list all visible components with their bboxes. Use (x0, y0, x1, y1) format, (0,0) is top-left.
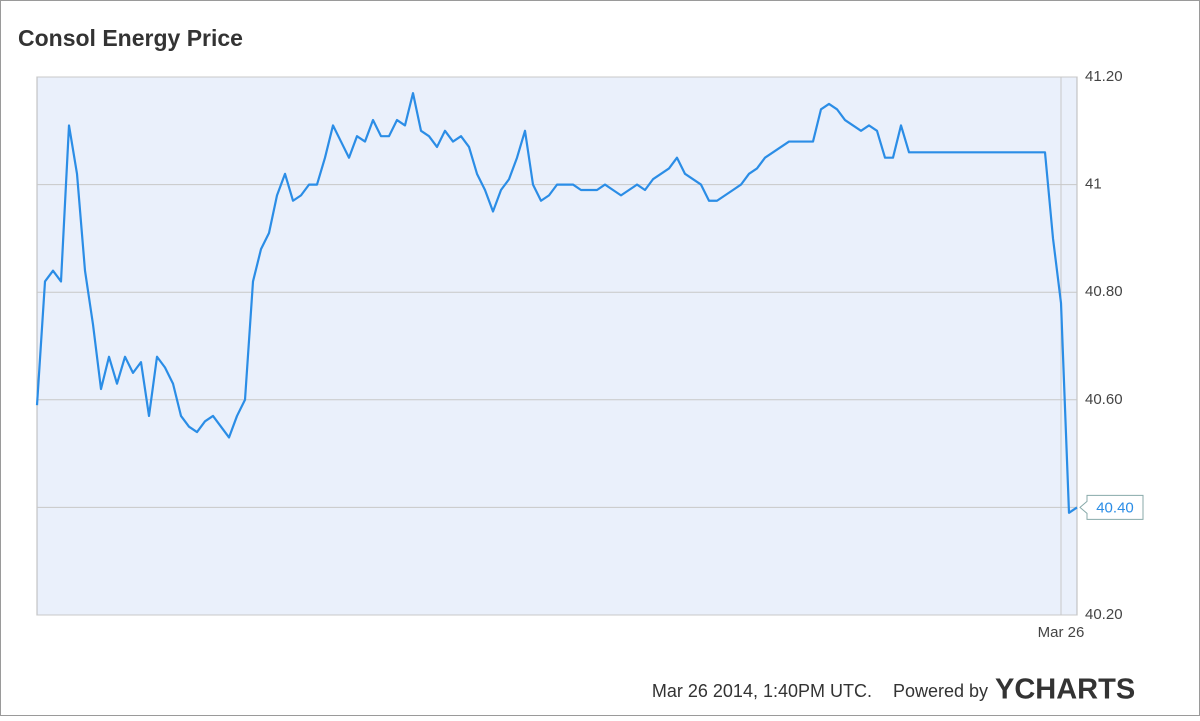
timestamp: Mar 26 2014, 1:40PM UTC. (652, 681, 872, 701)
brand-logo: YCHARTS (995, 674, 1135, 706)
value-label-box (1079, 494, 1144, 520)
chart-title: Consol Energy Price (18, 25, 243, 51)
y-tick-label: 40.80 (1085, 283, 1123, 300)
y-tick-label: 40.60 (1085, 391, 1123, 408)
price-line (35, 92, 1078, 514)
y-tick-label: 41.20 (1085, 68, 1123, 85)
plot-area (36, 76, 1078, 616)
y-tick-label: 41 (1085, 176, 1102, 193)
value-label: 40.40 (1096, 499, 1134, 516)
powered-by: Powered by (893, 681, 988, 701)
x-tick-label: Mar 26 (1038, 624, 1085, 641)
y-tick-label: 40.20 (1085, 606, 1123, 623)
